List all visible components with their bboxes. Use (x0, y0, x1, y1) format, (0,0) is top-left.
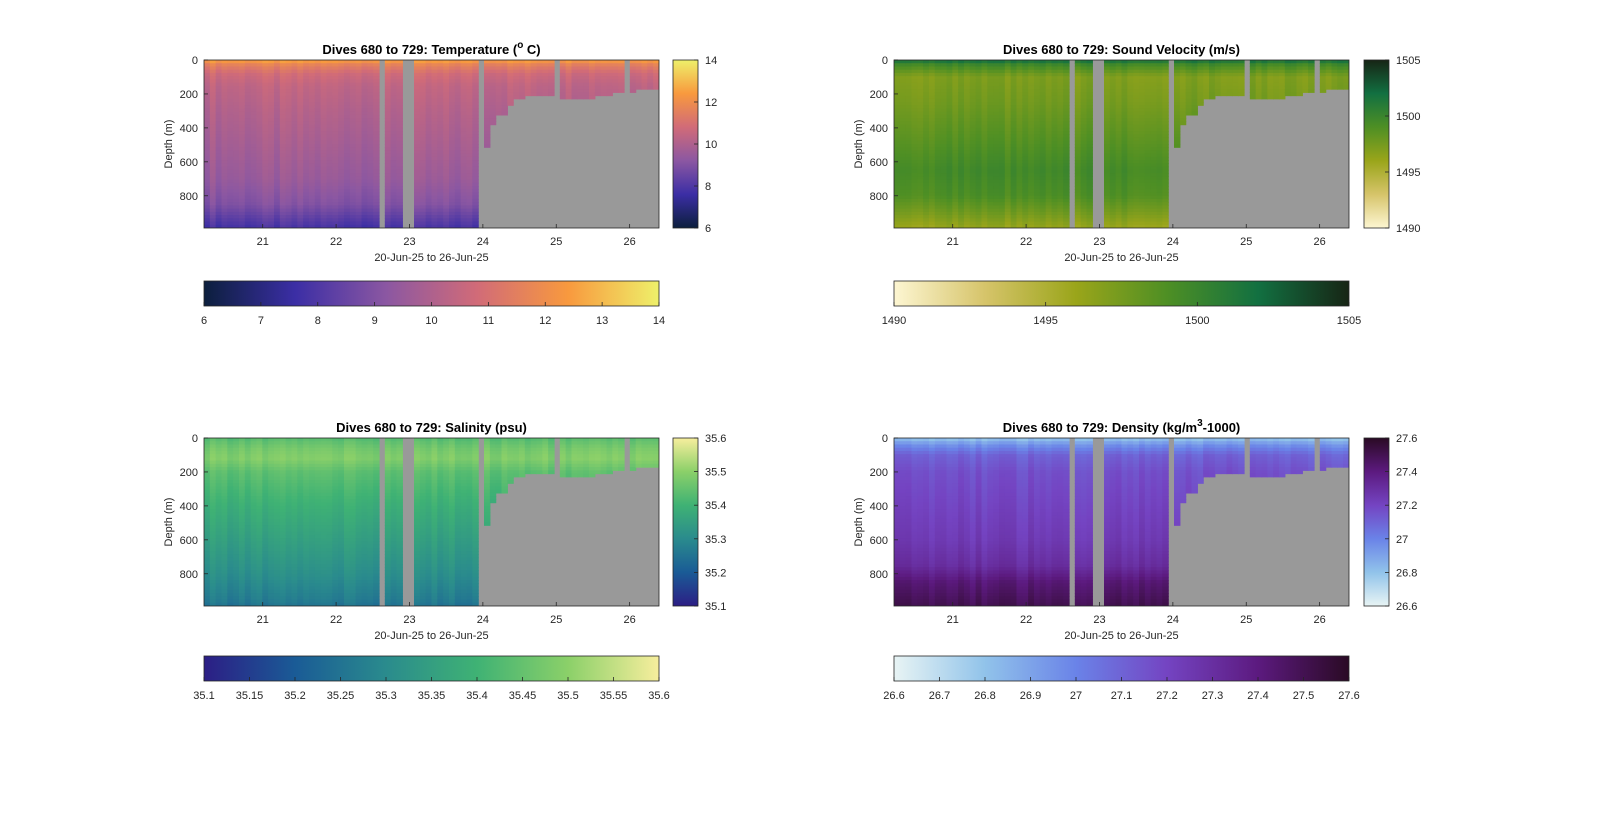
heatmap-cell (636, 86, 642, 90)
x-tick-label: 25 (550, 236, 562, 248)
heatmap-cell (513, 96, 519, 100)
heatmap-cell (548, 92, 554, 96)
y-tick-label: 200 (180, 89, 198, 101)
heatmap-cell (531, 92, 537, 96)
hcolorbar-tick-label: 13 (596, 315, 608, 327)
chart-title-tail: C) (523, 42, 540, 57)
colorbar-tick-label: 10 (705, 139, 717, 151)
heatmap-cell (583, 96, 589, 100)
heatmap-cell (566, 96, 572, 100)
hcolorbar-tick-label: 10 (425, 315, 437, 327)
heatmap-cell (525, 92, 531, 96)
heatmap-cell (612, 89, 618, 93)
heatmap-cell (577, 96, 583, 100)
heatmap-temperature (204, 60, 660, 229)
heatmap-cell (589, 96, 595, 100)
x-tick-label: 23 (403, 236, 415, 248)
heatmap-sound_velocity (894, 60, 1350, 229)
heatmap-cell (490, 121, 496, 125)
heatmap-cell (542, 92, 548, 96)
heatmap-cell (647, 86, 653, 90)
chart-title-main: Dives 680 to 729: Temperature ( (322, 42, 518, 57)
heatmap-cell (502, 112, 508, 116)
x-tick-label: 26 (624, 236, 636, 248)
hcolorbar-tick-label: 8 (315, 315, 321, 327)
heatmap-cell (519, 96, 525, 100)
y-tick-label: 800 (180, 191, 198, 203)
colorbar-tick-label: 14 (705, 55, 717, 67)
heatmap-cell (630, 89, 636, 93)
heatmap-cell (607, 92, 613, 96)
hcolorbar-tick-label: 7 (258, 315, 264, 327)
x-axis-label: 20-Jun-25 to 26-Jun-25 (374, 252, 488, 264)
panel-sound_velocity: Dives 680 to 729: Sound Velocity (m/s)02… (853, 42, 1420, 327)
heatmap-cell (496, 112, 502, 116)
heatmap-cell (595, 92, 601, 96)
heatmap-cell (507, 102, 513, 106)
hcolorbar-tick-label: 12 (539, 315, 551, 327)
x-tick-label: 21 (257, 236, 269, 248)
heatmap-cell (484, 144, 490, 148)
hcolorbar-tick-label: 6 (201, 315, 207, 327)
x-tick-label: 22 (330, 236, 342, 248)
heatmap-cell (642, 86, 648, 90)
chart-title: Dives 680 to 729: Temperature (o C) (322, 40, 540, 57)
heatmap-cell (537, 92, 543, 96)
heatmap-cell (572, 96, 578, 100)
heatmap-cell (601, 92, 607, 96)
y-tick-label: 400 (180, 123, 198, 135)
panel-temperature: Dives 680 to 729: Temperature (o C) 0 200 4… (163, 40, 717, 327)
colorbar-tick-label: 6 (705, 223, 711, 235)
y-axis-label: Depth (m) (163, 120, 175, 169)
hcolorbar-tick-label: 14 (653, 315, 665, 327)
hcolorbar-tick-label: 11 (483, 315, 494, 327)
y-tick-label: 0 (192, 55, 198, 67)
hcolorbar-tick-label: 9 (372, 315, 378, 327)
y-tick-label: 600 (180, 157, 198, 169)
heatmap-cell (618, 89, 624, 93)
heatmap-cell (560, 96, 566, 100)
x-tick-label: 24 (477, 236, 489, 248)
colorbar-tick-label: 12 (705, 97, 717, 109)
colorbar-tick-label: 8 (705, 181, 711, 193)
